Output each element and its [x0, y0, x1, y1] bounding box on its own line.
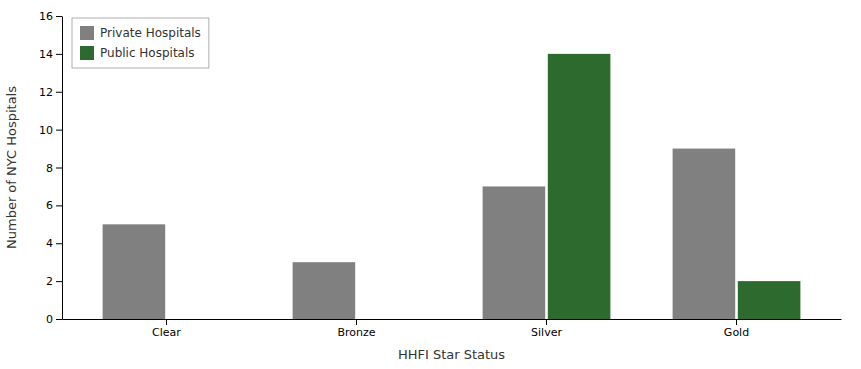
y-tick-label: 14 — [39, 48, 53, 61]
x-tick: Gold — [724, 319, 749, 339]
y-tick-mark — [56, 92, 62, 93]
x-tick-mark — [546, 319, 547, 325]
bar-series — [548, 54, 801, 319]
x-tick-mark — [166, 319, 167, 325]
bar — [738, 281, 801, 319]
legend-label: Public Hospitals — [100, 46, 195, 60]
y-tick-label: 12 — [39, 86, 53, 99]
x-tick-label: Gold — [724, 326, 749, 339]
y-tick-label: 10 — [39, 124, 53, 137]
x-tick-label: Silver — [531, 326, 562, 339]
y-tick: 16 — [39, 10, 62, 23]
legend-item: Public Hospitals — [80, 46, 195, 60]
y-tick-mark — [56, 130, 62, 131]
y-tick: 8 — [46, 162, 62, 175]
y-tick-mark — [56, 16, 62, 17]
bar-series — [103, 149, 736, 319]
y-tick-mark — [56, 168, 62, 169]
y-axis-line — [62, 17, 63, 320]
y-tick-label: 2 — [46, 275, 53, 288]
x-tick: Bronze — [337, 319, 375, 339]
y-tick-mark — [56, 205, 62, 206]
x-tick: Clear — [152, 319, 181, 339]
bar — [548, 54, 611, 319]
chart-container: Clear Bronze Silver Gold 0 2 4 6 8 10 12 14 16 HHFI S… — [0, 0, 861, 369]
y-tick-label: 0 — [46, 313, 53, 326]
legend-item: Private Hospitals — [80, 26, 201, 40]
y-tick: 4 — [46, 237, 62, 250]
legend-swatch — [80, 26, 94, 40]
x-tick-mark — [736, 319, 737, 325]
bars — [103, 54, 801, 319]
x-axis-title: HHFI Star Status — [398, 347, 505, 362]
bar — [673, 149, 736, 319]
plot: Clear Bronze Silver Gold 0 2 4 6 8 10 12 14 16 — [39, 10, 842, 339]
y-tick-mark — [56, 281, 62, 282]
x-tick-label: Bronze — [337, 326, 375, 339]
y-tick-mark — [56, 319, 62, 320]
y-tick: 6 — [46, 199, 62, 212]
bar — [483, 186, 546, 319]
x-axis-line — [63, 319, 842, 320]
y-tick-label: 4 — [46, 237, 53, 250]
y-tick-mark — [56, 54, 62, 55]
y-tick-label: 6 — [46, 199, 53, 212]
bar — [358, 319, 421, 320]
x-tick-mark — [356, 319, 357, 325]
y-tick: 10 — [39, 124, 62, 137]
y-tick: 2 — [46, 275, 62, 288]
bar — [103, 224, 166, 319]
x-tick-label: Clear — [152, 326, 181, 339]
bar — [168, 319, 231, 320]
y-tick: 14 — [39, 48, 62, 61]
legend: Private Hospitals Public Hospitals — [72, 18, 209, 68]
bar — [293, 262, 356, 319]
chart-svg: Clear Bronze Silver Gold 0 2 4 6 8 10 12 14 16 HHFI S… — [0, 0, 861, 369]
y-tick-label: 8 — [46, 162, 53, 175]
y-tick-mark — [56, 243, 62, 244]
legend-swatch — [80, 46, 94, 60]
x-tick: Silver — [531, 319, 562, 339]
y-tick-label: 16 — [39, 10, 53, 23]
x-axis: Clear Bronze Silver Gold — [63, 319, 842, 339]
y-tick: 12 — [39, 86, 62, 99]
y-tick: 0 — [46, 313, 62, 326]
y-axis-title: Number of NYC Hospitals — [4, 86, 19, 249]
legend-label: Private Hospitals — [100, 26, 201, 40]
y-axis: 0 2 4 6 8 10 12 14 16 — [39, 10, 63, 326]
legend-frame — [72, 18, 209, 68]
